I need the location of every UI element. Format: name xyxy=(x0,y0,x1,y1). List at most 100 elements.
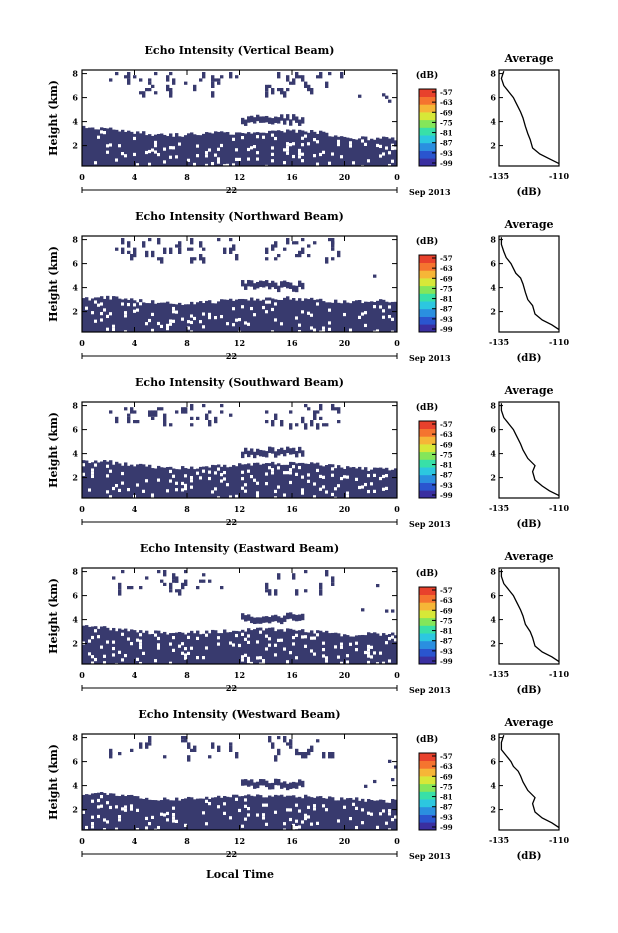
echo-gap xyxy=(166,489,170,493)
echo-column xyxy=(256,794,260,830)
colorbar-tick-label: -87 xyxy=(440,803,453,812)
echo-speck xyxy=(175,410,179,414)
echo-gap xyxy=(367,660,371,665)
x-tick-label: 8 xyxy=(184,504,190,514)
profile-x-tick-label: -135 xyxy=(489,669,509,679)
echo-column xyxy=(184,304,188,332)
echo-gap xyxy=(247,157,251,161)
profile-x-label: (dB) xyxy=(517,353,542,364)
echo-gap xyxy=(124,805,128,809)
colorbar-unit: (dB) xyxy=(416,236,438,247)
echo-gap xyxy=(145,816,149,821)
echo-gap xyxy=(334,487,338,491)
echo-column xyxy=(340,636,344,664)
colorbar-segment xyxy=(419,648,436,657)
echo-speck xyxy=(391,778,395,782)
colorbar-segment xyxy=(419,293,436,302)
x-tick-label: 20 xyxy=(339,504,351,514)
echo-gap xyxy=(292,142,296,146)
echo-column xyxy=(364,635,368,664)
echo-feature xyxy=(271,280,275,288)
echo-column xyxy=(145,135,149,166)
echo-gap xyxy=(187,326,191,330)
echo-speck xyxy=(286,742,290,746)
echo-column xyxy=(268,795,272,830)
profile-title: Average xyxy=(503,716,553,729)
echo-gap xyxy=(223,802,227,806)
colorbar-tick-label: -81 xyxy=(440,295,453,304)
echo-speck xyxy=(394,765,398,769)
echo-speck xyxy=(133,75,137,79)
echo-gap xyxy=(187,158,191,162)
echo-column xyxy=(310,462,314,498)
echo-gap xyxy=(217,157,221,161)
echo-gap xyxy=(157,643,161,647)
echo-speck xyxy=(160,579,164,583)
echo-column xyxy=(187,133,191,166)
echo-gap xyxy=(394,815,398,819)
echo-gap xyxy=(100,302,104,306)
echo-column xyxy=(298,630,302,664)
echo-gap xyxy=(190,475,194,480)
echo-column xyxy=(169,800,173,830)
echo-column xyxy=(346,302,350,332)
echo-column xyxy=(193,799,197,830)
echo-column xyxy=(361,634,365,664)
x-tick-label: 4 xyxy=(132,172,138,182)
echo-gap xyxy=(193,316,197,321)
echo-column xyxy=(97,792,101,830)
echo-gap xyxy=(304,134,308,138)
echo-speck xyxy=(142,241,146,248)
echo-column xyxy=(301,629,305,664)
echo-column xyxy=(100,127,104,166)
echo-gap xyxy=(241,658,245,662)
colorbar-tick-label: -57 xyxy=(440,88,453,97)
echo-column xyxy=(292,795,296,830)
echo-gap xyxy=(88,639,92,643)
echo-column xyxy=(304,131,308,166)
echo-column xyxy=(355,468,359,498)
echo-column xyxy=(298,298,302,332)
echo-gap xyxy=(385,641,389,645)
echo-speck xyxy=(115,416,119,424)
x-tick-label: 0 xyxy=(394,338,400,348)
echo-speck xyxy=(277,573,281,580)
echo-gap xyxy=(136,657,140,661)
echo-column xyxy=(256,462,260,498)
x-tick-label: 0 xyxy=(79,836,85,846)
echo-gap xyxy=(337,655,341,659)
echo-feature xyxy=(286,783,290,791)
echo-gap xyxy=(355,648,359,652)
echo-column xyxy=(241,133,245,166)
echo-feature xyxy=(274,451,278,458)
colorbar-segment xyxy=(419,285,436,294)
echo-speck xyxy=(118,582,122,590)
colorbar-segment xyxy=(419,135,436,144)
profile-y-tick-label: 4 xyxy=(490,117,496,127)
echo-gap xyxy=(232,643,236,647)
echo-column xyxy=(85,794,89,830)
colorbar-segment xyxy=(419,142,436,151)
echo-gap xyxy=(118,650,122,654)
echo-gap xyxy=(295,316,299,320)
echo-column xyxy=(394,635,398,664)
echo-gap xyxy=(274,302,278,306)
echo-gap xyxy=(307,142,311,146)
echo-gap xyxy=(244,817,248,821)
echo-column xyxy=(115,631,119,664)
echo-gap xyxy=(244,321,248,325)
echo-gap xyxy=(388,812,392,816)
echo-gap xyxy=(208,476,212,481)
echo-speck xyxy=(217,745,221,752)
echo-gap xyxy=(136,808,140,812)
echo-speck xyxy=(139,91,143,95)
echo-column xyxy=(271,298,275,332)
echo-gap xyxy=(163,813,167,817)
echo-gap xyxy=(298,323,302,327)
echo-gap xyxy=(130,804,134,808)
echo-speck xyxy=(109,752,113,759)
echo-gap xyxy=(217,642,221,646)
echo-column xyxy=(112,627,116,664)
colorbar-tick-label: -75 xyxy=(440,782,453,791)
echo-column xyxy=(259,300,263,332)
